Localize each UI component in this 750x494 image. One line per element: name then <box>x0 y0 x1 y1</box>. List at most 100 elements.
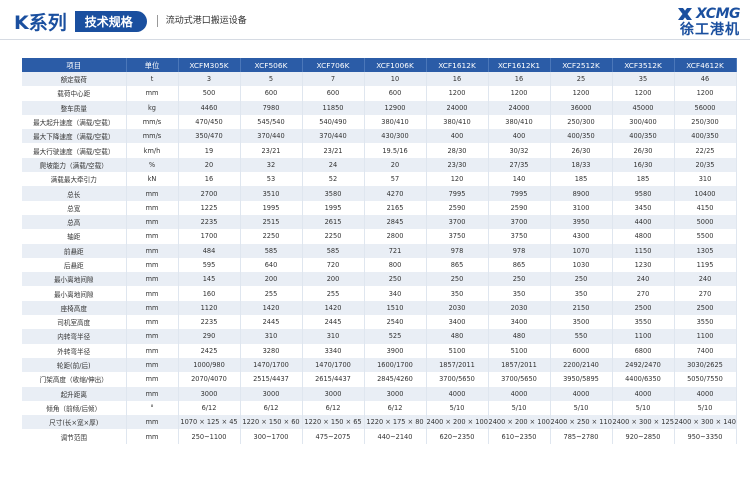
table-cell: 2400 × 200 × 100 <box>426 415 489 430</box>
table-cell: 2400 × 200 × 100 <box>488 415 551 430</box>
table-row: 总宽 mm 1225 1995 1995 2165 2590 2590 3100 3450 4150 <box>22 200 737 215</box>
table-cell: 950~3350 <box>674 429 737 444</box>
table-cell: 26/30 <box>612 143 675 158</box>
header-divider <box>0 39 750 40</box>
table-cell: 270 <box>674 286 737 301</box>
table-cell: 24000 <box>488 100 551 115</box>
table-cell: 1857/2011 <box>488 357 551 373</box>
table-cell: 430/300 <box>364 129 427 144</box>
row-unit: mm <box>126 186 179 201</box>
xcmg-x-mark-icon <box>678 8 692 20</box>
table-cell: 3500 <box>550 315 613 330</box>
row-unit: mm <box>126 386 179 401</box>
table-cell: 350 <box>488 286 551 301</box>
table-cell: 640 <box>240 257 303 273</box>
table-cell: 350 <box>550 286 613 301</box>
table-cell: 440~2140 <box>364 429 427 444</box>
table-cell: 600 <box>240 86 303 101</box>
table-cell: 160 <box>178 286 241 301</box>
table-row: 门架高度（收缩/伸出） mm 2070/4070 2515/4437 2615/4437… <box>22 372 737 387</box>
table-cell: 20 <box>364 157 427 173</box>
table-cell: 540/490 <box>302 114 365 130</box>
row-item-label: 最小离地间隙 <box>22 286 127 301</box>
row-unit: % <box>126 157 179 173</box>
table-cell: 1030 <box>550 257 613 273</box>
table-row: 起升距离 mm 3000 3000 3000 3000 4000 4000 4000 4000 40… <box>22 386 737 401</box>
table-cell: 1995 <box>240 200 303 215</box>
table-cell: 57 <box>364 172 427 187</box>
table-cell: 3700 <box>426 214 489 230</box>
table-cell: 5000 <box>674 214 737 230</box>
table-cell: 250 <box>488 272 551 287</box>
table-row: 载荷中心距 mm 500 600 600 600 1200 1200 1200 1200 1200 <box>22 86 737 101</box>
table-row: 最小离地间隙 mm 160 255 255 340 350 350 350 270 270 <box>22 286 737 301</box>
table-cell: 10400 <box>674 186 737 201</box>
table-cell: 978 <box>488 243 551 258</box>
row-unit: mm <box>126 286 179 301</box>
table-cell: 1230 <box>612 257 675 273</box>
table-cell: 25 <box>550 72 613 87</box>
table-cell: 16 <box>178 172 241 187</box>
table-cell: 23/21 <box>240 143 303 158</box>
table-cell: 5/10 <box>550 400 613 416</box>
table-cell: 4300 <box>550 229 613 244</box>
row-unit: mm <box>126 329 179 344</box>
table-cell: 2590 <box>426 200 489 215</box>
table-cell: 5100 <box>426 343 489 358</box>
table-cell: 45000 <box>612 100 675 115</box>
column-header-model: XCF1006K <box>364 58 427 72</box>
table-cell: 300/400 <box>612 114 675 130</box>
table-row: 整车质量 kg 4460 7980 11850 12900 24000 24000 36000 4… <box>22 100 737 115</box>
table-cell: 250 <box>364 272 427 287</box>
table-cell: 1200 <box>550 86 613 101</box>
table-cell: 1470/1700 <box>240 357 303 373</box>
row-item-label: 整车质量 <box>22 100 127 115</box>
table-cell: 9580 <box>612 186 675 201</box>
table-cell: 23/30 <box>426 157 489 173</box>
table-cell: 27/35 <box>488 157 551 173</box>
table-cell: 2845/4260 <box>364 372 427 387</box>
table-cell: 480 <box>426 329 489 344</box>
table-cell: 185 <box>550 172 613 187</box>
row-item-label: 门架高度（收缩/伸出） <box>22 372 127 387</box>
row-item-label: 最大起升速度（满载/空载） <box>22 114 127 130</box>
spec-table: 项目 单位 XCFM305K XCF506K XCF706K XCF1006K XCF161… <box>22 58 737 444</box>
table-cell: 56000 <box>674 100 737 115</box>
table-cell: 585 <box>240 243 303 258</box>
table-cell: 19.5/16 <box>364 143 427 158</box>
row-item-label: 最大下降速度（满载/空载） <box>22 129 127 144</box>
table-cell: 18/33 <box>550 157 613 173</box>
table-cell: 400/350 <box>674 129 737 144</box>
table-cell: 53 <box>240 172 303 187</box>
logo-chinese-text: 徐工港机 <box>680 22 740 38</box>
table-cell: 3030/2625 <box>674 357 737 373</box>
table-cell: 1070 <box>550 243 613 258</box>
table-cell: 20 <box>178 157 241 173</box>
table-cell: 400/350 <box>612 129 675 144</box>
table-cell: 240 <box>612 272 675 287</box>
table-cell: 185 <box>612 172 675 187</box>
table-cell: 550 <box>550 329 613 344</box>
table-cell: 370/440 <box>240 129 303 144</box>
column-header-model: XCFM305K <box>178 58 241 72</box>
table-cell: 380/410 <box>364 114 427 130</box>
table-cell: 380/410 <box>488 114 551 130</box>
row-unit: km/h <box>126 143 179 158</box>
table-cell: 2400 × 300 × 125 <box>612 415 675 430</box>
table-row: 轴距 mm 1700 2250 2250 2800 3750 3750 4300 4800 5500 <box>22 229 737 244</box>
table-cell: 8900 <box>550 186 613 201</box>
page-subtitle: 流动式港口搬运设备 <box>156 15 247 27</box>
table-row: 最大行驶速度（满载/空载） km/h 19 23/21 23/21 19.5/16 28/3… <box>22 143 737 158</box>
table-cell: 3750 <box>426 229 489 244</box>
table-cell: 1420 <box>302 300 365 316</box>
table-cell: 4150 <box>674 200 737 215</box>
table-row: 司机室高度 mm 2235 2445 2445 2540 3400 3400 3500 3550 3… <box>22 315 737 330</box>
table-cell: 52 <box>302 172 365 187</box>
table-row: 座椅高度 mm 1120 1420 1420 1510 2030 2030 2150 2500 25… <box>22 300 737 316</box>
table-body: 额定载荷 t 3 5 7 10 16 16 25 35 46 载荷中心距 mm 500 600 600 600 1… <box>22 72 737 444</box>
table-cell: 4270 <box>364 186 427 201</box>
table-cell: 3700/5650 <box>488 372 551 387</box>
row-unit: mm <box>126 243 179 258</box>
row-item-label: 载荷中心距 <box>22 86 127 101</box>
